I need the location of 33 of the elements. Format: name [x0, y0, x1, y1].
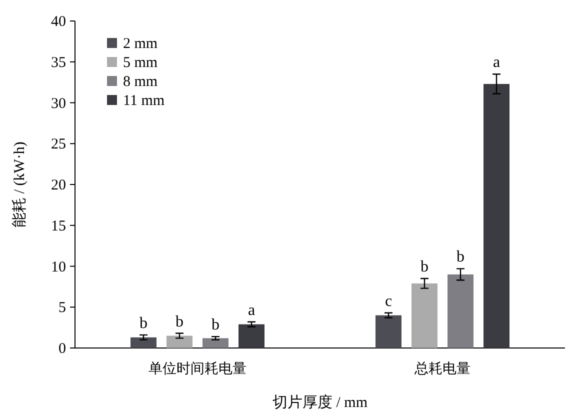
y-tick-label: 10 [51, 259, 66, 276]
y-tick-label: 35 [51, 54, 66, 71]
annotation: b [420, 258, 428, 276]
x-tick-label: 总耗电量 [414, 361, 470, 377]
y-axis-title: 能耗 / (kW·h) [11, 142, 28, 228]
legend-label: 2 mm [123, 36, 158, 52]
y-tick-label: 5 [58, 300, 66, 316]
annotation: a [492, 54, 500, 72]
bar [130, 337, 156, 348]
legend-label: 5 mm [123, 55, 158, 71]
bar [166, 336, 192, 348]
annotation: b [212, 316, 220, 334]
annotation: c [384, 292, 392, 310]
legend-label: 11 mm [123, 93, 165, 109]
y-tick-label: 20 [51, 178, 66, 194]
bar [448, 274, 474, 348]
legend-label: 8 mm [123, 74, 158, 90]
x-axis-title: 切片厚度 / mm [272, 394, 368, 411]
y-tick-label: 30 [51, 96, 66, 112]
bar [202, 338, 228, 348]
annotation: a [248, 302, 256, 319]
bar [412, 283, 438, 348]
x-tick-label: 单位时间耗电量 [148, 361, 246, 377]
annotation: b [140, 314, 148, 332]
y-tick-label: 0 [58, 341, 66, 357]
y-tick-label: 40 [51, 14, 66, 30]
annotation: b [176, 313, 184, 330]
bar [238, 324, 264, 348]
y-tick-label: 25 [51, 136, 66, 153]
y-tick-label: 15 [51, 218, 66, 234]
bar [376, 315, 402, 348]
annotation: b [456, 248, 464, 266]
bar [484, 84, 510, 348]
